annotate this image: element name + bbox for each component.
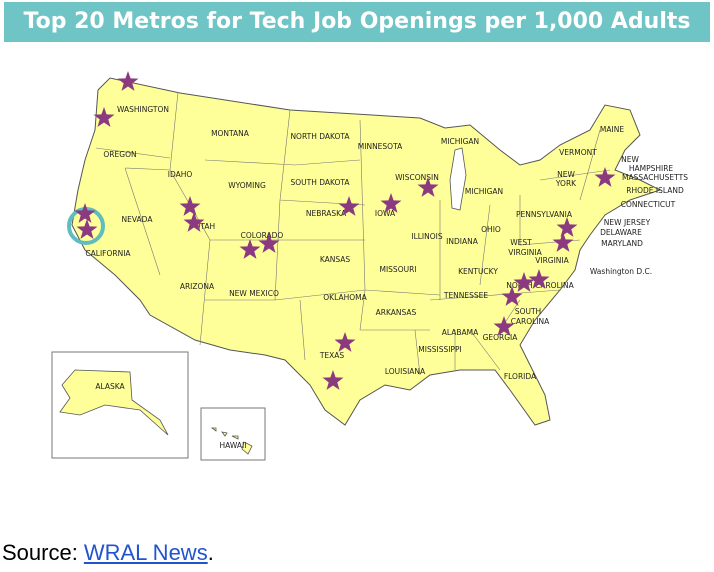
metro-star (380, 193, 402, 213)
state-label: MICHIGAN (441, 137, 479, 146)
state-label: WYOMING (228, 181, 266, 190)
state-label: ALASKA (95, 382, 125, 391)
state-label: IOWA (375, 209, 396, 218)
state-label: OREGON (103, 150, 136, 159)
state-label: ARKANSAS (376, 308, 417, 317)
metro-star (74, 203, 96, 223)
metro-stars (74, 71, 616, 390)
state-label: RHODE ISLAND (626, 186, 684, 195)
state-labels: WASHINGTON MONTANA NORTH DAKOTA MINNESOTA MI… (85, 105, 688, 450)
state-borders (95, 91, 611, 376)
lake-michigan (449, 147, 467, 211)
state-label: ILLINOIS (411, 232, 443, 241)
metro-star (183, 212, 205, 232)
source-link[interactable]: WRAL News (83, 540, 208, 565)
state-label: NEVADA (122, 215, 154, 224)
state-label: Washington D.C. (590, 267, 652, 276)
metro-star (493, 316, 515, 336)
metro-star (322, 370, 344, 390)
state-label: ARIZONA (180, 282, 215, 291)
metro-star (334, 332, 356, 352)
state-label: MICHIGAN (465, 187, 503, 196)
source-suffix: . (207, 540, 214, 565)
metro-star (239, 239, 261, 259)
state-label: NORTH CAROLINA (506, 281, 574, 290)
state-label: YORK (555, 179, 577, 188)
state-label: LOUISIANA (385, 367, 426, 376)
state-label: DELAWARE (600, 228, 642, 237)
state-label: NEW MEXICO (229, 289, 279, 298)
state-label: SOUTH (515, 307, 541, 316)
state-label: MASSACHUSETTS (622, 173, 688, 182)
state-label: OHIO (481, 225, 501, 234)
map: WASHINGTON MONTANA NORTH DAKOTA MINNESOTA MI… (51, 71, 688, 461)
metro-star (594, 167, 616, 187)
metro-star (93, 107, 115, 127)
state-label: MISSOURI (379, 265, 416, 274)
state-label: NEW (557, 170, 575, 179)
metro-star (528, 269, 550, 289)
metro-star (258, 233, 280, 253)
state-label: WASHINGTON (117, 105, 169, 114)
state-label: MARYLAND (601, 239, 643, 248)
source-prefix: Source: (2, 540, 78, 565)
source-line: Source: WRAL News. (2, 540, 214, 566)
state-label: OKLAHOMA (323, 293, 367, 302)
state-label: MONTANA (211, 129, 250, 138)
metro-star (501, 286, 523, 306)
metro-star (76, 219, 98, 239)
state-label: KANSAS (320, 255, 351, 264)
state-label: NEW (621, 155, 639, 164)
state-label: MAINE (600, 125, 624, 134)
state-label: HAWAII (220, 441, 247, 450)
state-label: KENTUCKY (458, 267, 498, 276)
title: Top 20 Metros for Tech Job Openings per … (23, 9, 691, 34)
state-label: VIRGINIA (535, 256, 569, 265)
metro-star (513, 272, 535, 292)
metro-star (552, 232, 574, 252)
state-label: WEST (510, 238, 532, 247)
state-label: CAROLINA (511, 317, 550, 326)
us-outline (71, 77, 662, 426)
metro-star (338, 196, 360, 216)
state-label: VIRGINIA (508, 248, 542, 257)
state-label: INDIANA (446, 237, 479, 246)
hawaii-shape (210, 427, 253, 455)
alaska-shape (59, 369, 169, 436)
state-label: WISCONSIN (395, 173, 439, 182)
state-label: NEBRASKA (306, 209, 347, 218)
state-label: NORTH DAKOTA (290, 132, 350, 141)
state-label: COLORADO (241, 231, 284, 240)
state-label: IDAHO (168, 170, 193, 179)
metro-star (417, 177, 439, 197)
metro-star (117, 71, 139, 91)
state-label: GEORGIA (483, 333, 519, 342)
state-label: HAMPSHIRE (629, 164, 674, 173)
state-label: CONNECTICUT (621, 200, 676, 209)
hawaii-inset (200, 407, 266, 461)
state-label: SOUTH DAKOTA (290, 178, 350, 187)
state-label: NEW JERSEY (604, 218, 651, 227)
state-label: TENNESSEE (443, 291, 489, 300)
state-label: ALABAMA (442, 328, 479, 337)
state-label: FLORIDA (504, 372, 537, 381)
state-label: MISSISSIPPI (418, 345, 461, 354)
metro-star (179, 196, 201, 216)
title-banner: Top 20 Metros for Tech Job Openings per … (4, 2, 710, 42)
state-label: TEXAS (319, 351, 345, 360)
state-label: MINNESOTA (358, 142, 403, 151)
state-label: VERMONT (559, 148, 597, 157)
metro-star (556, 217, 578, 237)
state-label: CALIFORNIA (85, 249, 131, 258)
state-label: UTAH (195, 222, 215, 231)
state-label: PENNSYLVANIA (516, 210, 573, 219)
